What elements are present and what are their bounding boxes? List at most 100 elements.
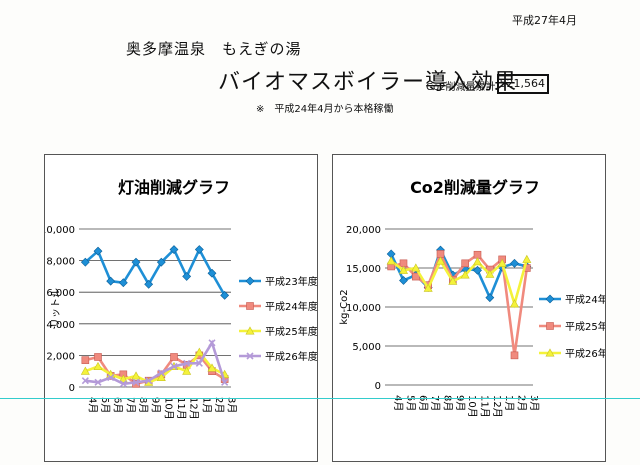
x-tick-label: 2月 xyxy=(213,397,225,413)
data-point xyxy=(522,254,532,263)
data-point xyxy=(194,245,204,254)
x-tick-label: 6月 xyxy=(112,397,124,413)
data-point xyxy=(472,257,483,266)
legend-label: 平成23年度 xyxy=(265,275,317,288)
x-tick-label: 8月 xyxy=(137,397,149,413)
data-point xyxy=(195,359,203,367)
co2-total-label: Co2削減量累計 xyxy=(426,82,496,93)
y-tick-label: 6,000 xyxy=(46,288,75,299)
x-tick-label: 3月 xyxy=(226,397,238,413)
data-point xyxy=(94,353,102,361)
data-point xyxy=(221,378,229,386)
data-point xyxy=(460,270,470,279)
data-point xyxy=(93,246,103,256)
y-tick-label: 2,000 xyxy=(46,351,75,362)
data-point xyxy=(156,257,166,267)
data-point xyxy=(509,299,520,308)
data-point xyxy=(208,339,216,347)
x-tick-label: 12月 xyxy=(188,397,200,420)
data-point xyxy=(170,362,178,371)
data-point xyxy=(80,257,90,267)
data-point xyxy=(156,372,166,382)
series-line xyxy=(85,339,226,386)
scan-line xyxy=(0,398,640,399)
data-point xyxy=(412,272,420,281)
data-point xyxy=(398,265,409,274)
legend-label: 平成25年度 xyxy=(565,320,605,333)
legend-marker xyxy=(546,322,554,330)
x-tick-label: 10月 xyxy=(466,395,478,418)
data-point xyxy=(182,366,192,375)
data-point xyxy=(94,378,102,386)
x-tick-label: 5月 xyxy=(99,397,111,413)
x-tick-label: 6月 xyxy=(417,395,429,411)
data-point xyxy=(207,268,217,278)
y-tick-label: 5,000 xyxy=(352,342,381,353)
legend-marker xyxy=(545,294,555,304)
legend-marker xyxy=(246,352,254,360)
data-point xyxy=(183,359,191,367)
y-tick-label: 20,000 xyxy=(346,225,381,236)
data-point xyxy=(119,380,127,388)
report-title: バイオマスボイラー導入効果 xyxy=(218,70,518,95)
data-point xyxy=(157,369,165,377)
y-tick-label: 0 xyxy=(69,383,75,394)
legend-label: 平成24年度 xyxy=(565,293,605,306)
co2-total-value: 521,564 xyxy=(497,74,549,94)
x-tick-label: 4月 xyxy=(392,395,404,411)
series-line xyxy=(84,246,226,297)
y-tick-label: 10,000 xyxy=(45,225,75,236)
data-point xyxy=(80,366,90,375)
x-tick-label: 9月 xyxy=(454,395,466,411)
kerosene-reduction-chart: 灯油削減グラフ 0 2,000 4,000 6,000 8,000 10,000 リットル 4月… xyxy=(40,178,318,420)
data-point xyxy=(131,257,141,267)
x-tick-label: 2月 xyxy=(516,395,528,411)
data-point xyxy=(461,259,469,268)
legend-marker xyxy=(245,326,255,335)
report-date: 平成27年4月 xyxy=(512,14,577,27)
legend-label: 平成25年度 xyxy=(265,325,317,338)
x-tick-label: 8月 xyxy=(442,395,454,411)
x-tick-label: 7月 xyxy=(429,395,441,411)
data-point xyxy=(81,356,90,364)
data-point xyxy=(220,290,230,300)
y-tick-label: 4,000 xyxy=(46,320,75,331)
data-point xyxy=(132,378,140,386)
data-point xyxy=(169,245,179,254)
legend-marker xyxy=(246,302,254,310)
y-tick-label: 0 xyxy=(375,381,381,392)
data-point xyxy=(107,373,115,382)
kerosene-chart-panel: 灯油削減グラフ 0 2,000 4,000 6,000 8,000 10,000 リットル 4月… xyxy=(40,154,318,462)
legend-label: 平成24年度 xyxy=(265,300,317,313)
data-point xyxy=(170,353,178,361)
x-tick-label: 9月 xyxy=(150,397,162,413)
y-axis-label: リットル xyxy=(51,288,62,328)
data-point xyxy=(145,377,153,385)
data-point xyxy=(510,351,519,360)
x-tick-label: 11月 xyxy=(479,395,491,418)
data-point xyxy=(106,276,116,286)
x-tick-label: 7月 xyxy=(124,397,136,413)
facility-name: 奥多摩温泉 もえぎの湯 xyxy=(126,40,302,58)
data-point xyxy=(131,371,141,380)
data-point xyxy=(194,347,204,356)
x-tick-label: 10月 xyxy=(162,397,174,420)
x-tick-label: 4月 xyxy=(86,397,98,413)
data-point xyxy=(207,363,217,372)
legend-label: 平成26年度 xyxy=(265,350,317,363)
co2-chart-panel: Co2削減量グラフ 0 5,000 10,000 15,000 20,000 kg-Co2 4… xyxy=(332,154,618,462)
operation-note: ※ 平成24年4月から本格稼働 xyxy=(256,104,394,115)
legend-label: 平成26年度 xyxy=(565,347,605,360)
y-tick-label: 10,000 xyxy=(346,303,381,314)
x-tick-label: 12月 xyxy=(491,395,503,418)
legend-marker xyxy=(245,276,255,286)
y-tick-label: 8,000 xyxy=(46,257,75,268)
data-point xyxy=(93,361,103,370)
data-point xyxy=(411,263,421,272)
x-tick-label: 3月 xyxy=(528,395,540,411)
data-point xyxy=(448,276,458,285)
co2-reduction-chart: Co2削減量グラフ 0 5,000 10,000 15,000 20,000 kg-Co2 4… xyxy=(339,178,618,418)
data-point xyxy=(435,256,446,265)
data-point xyxy=(510,258,519,268)
data-point xyxy=(485,269,495,278)
